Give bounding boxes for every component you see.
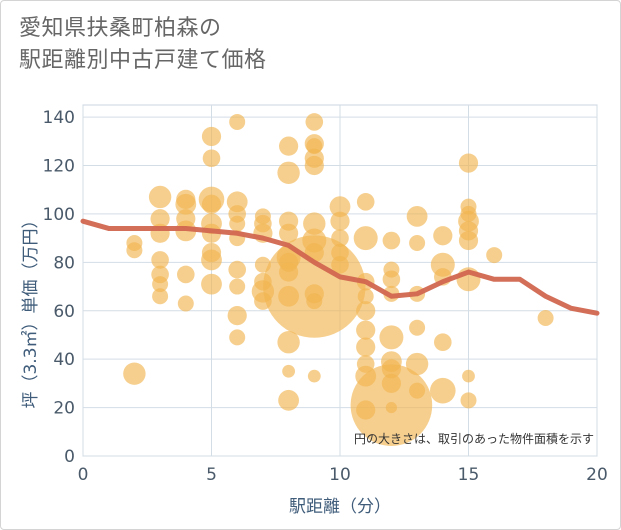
bubble-point: [228, 260, 246, 279]
bubble-point: [202, 149, 221, 168]
bubble-point: [382, 231, 401, 250]
trend-line: [80, 218, 600, 316]
x-tick-label: 10: [329, 465, 351, 485]
bubble-point: [277, 161, 300, 184]
bubble-point: [331, 243, 349, 262]
bubble-point: [201, 273, 222, 295]
y-tick-label: 40: [53, 350, 75, 370]
bubble-point: [460, 392, 477, 409]
bubble-point: [229, 278, 246, 295]
bubble-point: [126, 242, 143, 259]
y-axis-title: 坪（3.3㎡）単価（万円）: [21, 211, 41, 408]
bubble-point: [278, 389, 299, 411]
y-tick-label: 100: [43, 205, 75, 225]
chart-title-line-2: 駅距離別中古戸建て価格: [19, 48, 267, 73]
bubble-point: [434, 333, 452, 352]
bubble-point: [409, 319, 426, 336]
bubble-point: [279, 136, 299, 156]
bubble-point: [123, 362, 146, 385]
bubble-point: [430, 377, 456, 404]
bubble-point: [353, 226, 378, 251]
y-tick-label: 20: [53, 399, 75, 419]
y-tick-label: 120: [43, 157, 75, 177]
bubble-point: [405, 352, 429, 376]
bubble-point: [330, 211, 350, 231]
bubble-point: [227, 306, 247, 326]
bubble-point: [150, 209, 170, 229]
bubble-point: [282, 364, 295, 378]
x-tick-label: 0: [78, 465, 89, 485]
bubble-point: [356, 320, 376, 340]
bubble-point: [356, 193, 375, 211]
bubble-point: [175, 193, 197, 215]
bubble-point: [357, 288, 374, 305]
bubble-point: [356, 301, 376, 321]
bubble-point: [307, 369, 321, 383]
axes: 0 5 10 15 20 0 20 40 60 80 100 120 140: [43, 108, 608, 485]
bubble-point: [152, 276, 169, 293]
y-tick-label: 80: [53, 253, 75, 273]
bubble-point: [331, 229, 349, 247]
x-tick-label: 15: [458, 465, 480, 485]
y-tick-label: 140: [43, 108, 75, 128]
bubble-series: [123, 113, 554, 446]
bubble-point: [279, 223, 299, 243]
trend-line-group: [80, 218, 600, 316]
bubble-point: [409, 234, 426, 251]
bubble-point: [331, 255, 349, 274]
bubble-point: [304, 155, 324, 176]
y-tick-label: 60: [53, 302, 75, 322]
bubble-point: [409, 382, 426, 399]
bubble-point: [305, 113, 324, 131]
bubble-point: [382, 270, 401, 289]
bubble-point: [356, 337, 376, 357]
bubble-point: [379, 325, 404, 350]
grid-lines: [82, 104, 598, 457]
bubble-point: [385, 401, 397, 414]
bubble-point: [277, 331, 300, 354]
bubble-point: [537, 310, 554, 327]
bubble-point: [458, 153, 479, 173]
x-axis-title: 駅距離（分）: [289, 497, 391, 517]
bubble-point: [406, 205, 428, 227]
bubble-point: [152, 288, 169, 305]
bubble-point: [229, 329, 246, 346]
bubble-point: [177, 295, 194, 312]
bubble-point: [148, 185, 172, 209]
bubble-point: [201, 194, 222, 214]
bubble-point: [177, 265, 195, 284]
bubble-point: [329, 196, 351, 218]
size-note: 円の大きさは、取引のあった物件面積を示す: [354, 431, 594, 446]
bubble-point: [303, 212, 326, 235]
bubble-point: [151, 251, 169, 269]
y-tick-label: 0: [64, 447, 75, 467]
bubble-point: [462, 369, 475, 383]
chart-title-line-1: 愛知県扶桑町柏森の: [19, 16, 222, 41]
bubble-point: [201, 126, 222, 147]
bubble-point: [229, 215, 246, 232]
x-tick-label: 20: [586, 465, 608, 485]
bubble-point: [486, 247, 503, 264]
x-tick-label: 5: [206, 465, 217, 485]
bubble-point: [458, 230, 479, 251]
chart-title: 愛知県扶桑町柏森の 駅距離別中古戸建て価格: [19, 13, 267, 77]
bubble-point: [229, 113, 246, 130]
bubble-point: [306, 293, 323, 310]
bubble-point: [433, 226, 453, 246]
bubble-point: [201, 249, 222, 271]
